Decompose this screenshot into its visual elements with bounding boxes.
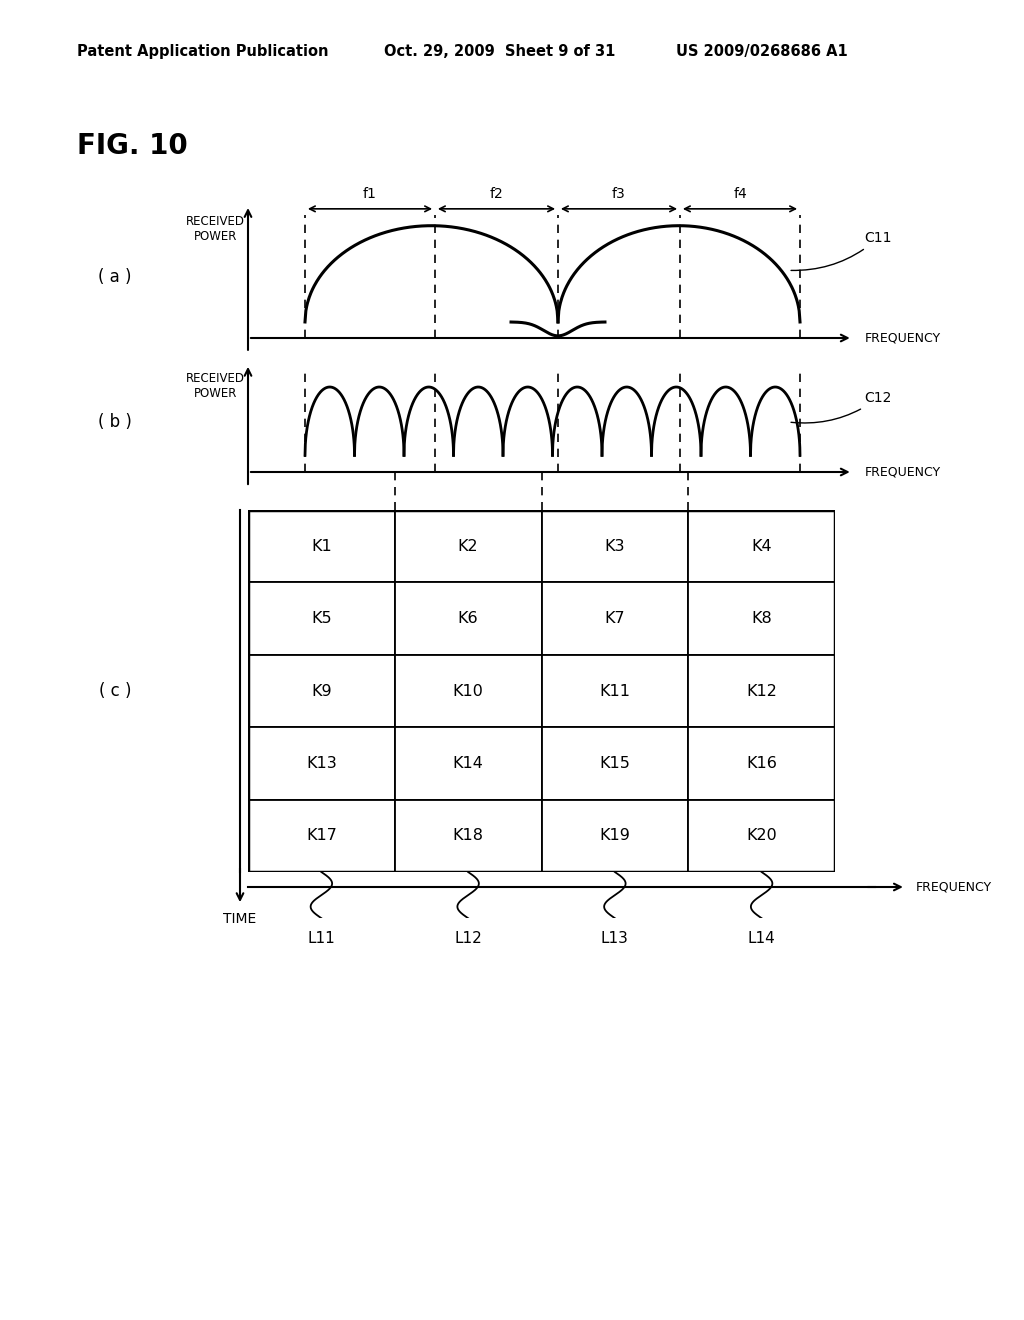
Bar: [688, 655, 835, 727]
Text: K5: K5: [311, 611, 332, 626]
Text: ( b ): ( b ): [98, 413, 132, 432]
Text: RECEIVED
POWER: RECEIVED POWER: [186, 215, 245, 243]
Text: K12: K12: [746, 684, 777, 698]
Text: f1: f1: [364, 187, 377, 202]
Text: C12: C12: [791, 391, 892, 422]
Text: K2: K2: [458, 539, 478, 553]
Text: L13: L13: [601, 932, 629, 946]
Bar: [248, 510, 394, 582]
Bar: [394, 800, 542, 873]
Text: TIME: TIME: [223, 912, 257, 925]
Bar: [688, 582, 835, 655]
Bar: [542, 727, 688, 800]
Text: FIG. 10: FIG. 10: [77, 132, 187, 160]
Text: K3: K3: [604, 539, 625, 553]
Bar: [542, 800, 688, 873]
Text: K10: K10: [453, 684, 483, 698]
Text: Patent Application Publication: Patent Application Publication: [77, 44, 329, 58]
Bar: [688, 800, 835, 873]
Text: ( a ): ( a ): [98, 268, 132, 285]
Text: L14: L14: [748, 932, 775, 946]
Text: K6: K6: [458, 611, 478, 626]
Bar: [688, 727, 835, 800]
Text: RECEIVED
POWER: RECEIVED POWER: [186, 372, 245, 400]
Text: FREQUENCY: FREQUENCY: [915, 880, 992, 894]
Text: C11: C11: [791, 231, 892, 271]
Text: K4: K4: [752, 539, 772, 553]
Text: K18: K18: [453, 829, 483, 843]
Bar: [542, 510, 688, 582]
Text: K20: K20: [746, 829, 777, 843]
Bar: [248, 727, 394, 800]
Bar: [542, 582, 688, 655]
Text: K16: K16: [746, 756, 777, 771]
Bar: [248, 655, 394, 727]
Text: f2: f2: [489, 187, 504, 202]
Text: FREQUENCY: FREQUENCY: [864, 466, 940, 479]
Text: f4: f4: [733, 187, 746, 202]
Text: K7: K7: [604, 611, 626, 626]
Text: K8: K8: [752, 611, 772, 626]
Bar: [248, 582, 394, 655]
Text: K11: K11: [599, 684, 631, 698]
Bar: [394, 582, 542, 655]
Text: Oct. 29, 2009  Sheet 9 of 31: Oct. 29, 2009 Sheet 9 of 31: [384, 44, 615, 58]
Bar: [542, 655, 688, 727]
Bar: [394, 727, 542, 800]
Bar: [394, 510, 542, 582]
Text: L11: L11: [307, 932, 335, 946]
Text: K14: K14: [453, 756, 483, 771]
Text: K1: K1: [311, 539, 332, 553]
Text: ( c ): ( c ): [98, 682, 131, 700]
Text: K19: K19: [599, 829, 631, 843]
Text: K9: K9: [311, 684, 332, 698]
Bar: [394, 655, 542, 727]
Bar: [248, 800, 394, 873]
Text: FREQUENCY: FREQUENCY: [864, 331, 940, 345]
Text: K17: K17: [306, 829, 337, 843]
Text: US 2009/0268686 A1: US 2009/0268686 A1: [676, 44, 848, 58]
Text: K15: K15: [599, 756, 631, 771]
Text: L12: L12: [455, 932, 482, 946]
Text: K13: K13: [306, 756, 337, 771]
Text: f3: f3: [612, 187, 626, 202]
Bar: [688, 510, 835, 582]
